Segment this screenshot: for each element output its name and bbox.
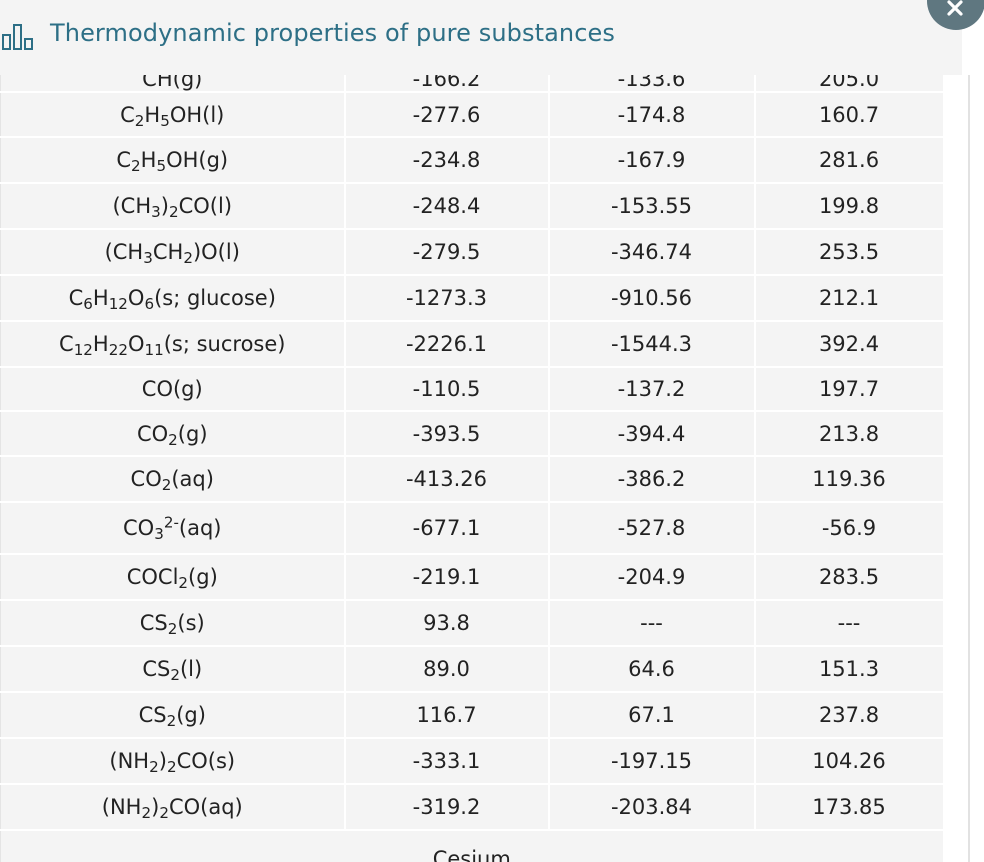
table-row: CO(g) -110.5 -137.2 197.7 (0, 367, 943, 412)
cell-s: 283.5 (753, 554, 943, 601)
cell-s: 281.6 (753, 137, 943, 184)
cell-dhf: -677.1 (343, 502, 549, 555)
table-row: CS2(s) 93.8 --- --- (0, 600, 943, 647)
cell-s: 212.1 (753, 275, 943, 322)
table-row: (NH2)2CO(aq) -319.2 -203.84 173.85 (0, 784, 943, 831)
cell-dhf: -219.1 (343, 554, 549, 601)
table-row: CS2(g) 116.7 67.1 237.8 (0, 692, 943, 739)
cell-formula: CS2(l) (0, 646, 345, 693)
table-row: CO2(g) -393.5 -394.4 213.8 (0, 411, 943, 457)
cell-dgf: -910.56 (547, 275, 755, 322)
cell-dhf: -248.4 (343, 183, 549, 230)
cell-formula: CS2(s) (0, 600, 345, 647)
table-row: (NH2)2CO(s) -333.1 -197.15 104.26 (0, 738, 943, 785)
table-row: C6H12O6(s; glucose) -1273.3 -910.56 212.1 (0, 275, 943, 322)
table-row: (CH3)2CO(l) -248.4 -153.55 199.8 (0, 183, 943, 230)
table-row: COCl2(g) -219.1 -204.9 283.5 (0, 554, 943, 601)
cell-s: 392.4 (753, 321, 943, 368)
close-icon (947, 0, 963, 16)
cell-s: 104.26 (753, 738, 943, 785)
cell-dgf: -204.9 (547, 554, 755, 601)
table-row: (CH3CH2)O(l) -279.5 -346.74 253.5 (0, 229, 943, 276)
cell-dhf: -393.5 (343, 411, 549, 457)
cell-formula: (NH2)2CO(aq) (0, 784, 345, 831)
cell-dgf: -394.4 (547, 411, 755, 457)
cell-dhf: -277.6 (343, 92, 549, 138)
cell-s: 253.5 (753, 229, 943, 276)
cell-dhf: 116.7 (343, 692, 549, 739)
cell-s: -56.9 (753, 502, 943, 555)
section-heading: Cesium (0, 830, 943, 862)
table-row: CO2(aq) -413.26 -386.2 119.36 (0, 456, 943, 503)
cell-dhf: -1273.3 (343, 275, 549, 322)
cell-formula: (CH3CH2)O(l) (0, 229, 345, 276)
thermo-table: CH(g) -166.2 -133.6 205.0 C2H5OH(l) -277.… (0, 48, 943, 862)
cell-dhf: -279.5 (343, 229, 549, 276)
cell-dgf: -386.2 (547, 456, 755, 503)
cell-dgf: -346.74 (547, 229, 755, 276)
cell-formula: CO2(aq) (0, 456, 345, 503)
table-body: CH(g) -166.2 -133.6 205.0 C2H5OH(l) -277.… (0, 48, 943, 862)
cell-dgf: --- (547, 600, 755, 647)
cell-s: 197.7 (753, 367, 943, 412)
modal-header: Thermodynamic properties of pure substan… (0, 0, 962, 75)
cell-dgf: -203.84 (547, 784, 755, 831)
cell-dhf: -319.2 (343, 784, 549, 831)
cell-formula: (NH2)2CO(s) (0, 738, 345, 785)
table-row: C2H5OH(l) -277.6 -174.8 160.7 (0, 92, 943, 138)
cell-s: 173.85 (753, 784, 943, 831)
scroll-border (968, 75, 970, 862)
cell-dhf: -2226.1 (343, 321, 549, 368)
cell-dgf: -137.2 (547, 367, 755, 412)
cell-s: 199.8 (753, 183, 943, 230)
cell-formula: COCl2(g) (0, 554, 345, 601)
cell-dgf: -174.8 (547, 92, 755, 138)
table-row: CO32-(aq) -677.1 -527.8 -56.9 (0, 502, 943, 555)
table-row: C2H5OH(g) -234.8 -167.9 281.6 (0, 137, 943, 184)
cell-dhf: -413.26 (343, 456, 549, 503)
table-row: C12H22O11(s; sucrose) -2226.1 -1544.3 392.4 (0, 321, 943, 368)
cell-dgf: -167.9 (547, 137, 755, 184)
cell-formula: CO(g) (0, 367, 345, 412)
cell-s: 237.8 (753, 692, 943, 739)
cell-dgf: 67.1 (547, 692, 755, 739)
cell-s: --- (753, 600, 943, 647)
cell-formula: (CH3)2CO(l) (0, 183, 345, 230)
cell-formula: CS2(g) (0, 692, 345, 739)
cell-dgf: -527.8 (547, 502, 755, 555)
cell-s: 151.3 (753, 646, 943, 693)
bar-chart-icon (2, 24, 34, 50)
cell-formula: C6H12O6(s; glucose) (0, 275, 345, 322)
cell-dhf: 93.8 (343, 600, 549, 647)
cell-formula: C12H22O11(s; sucrose) (0, 321, 345, 368)
cell-dhf: 89.0 (343, 646, 549, 693)
cell-formula: CO32-(aq) (0, 502, 345, 555)
cell-s: 213.8 (753, 411, 943, 457)
cell-dgf: -153.55 (547, 183, 755, 230)
modal-title: Thermodynamic properties of pure substan… (50, 19, 615, 47)
section-heading-row: Cesium (0, 830, 943, 862)
cell-formula: CO2(g) (0, 411, 345, 457)
cell-formula: C2H5OH(g) (0, 137, 345, 184)
cell-dgf: -197.15 (547, 738, 755, 785)
cell-dgf: -1544.3 (547, 321, 755, 368)
cell-formula: C2H5OH(l) (0, 92, 345, 138)
table-row: CS2(l) 89.0 64.6 151.3 (0, 646, 943, 693)
cell-dhf: -110.5 (343, 367, 549, 412)
cell-s: 119.36 (753, 456, 943, 503)
thermo-table-scroll-area[interactable]: CH(g) -166.2 -133.6 205.0 C2H5OH(l) -277.… (0, 48, 943, 862)
cell-dgf: 64.6 (547, 646, 755, 693)
cell-s: 160.7 (753, 92, 943, 138)
cell-dhf: -234.8 (343, 137, 549, 184)
cell-dhf: -333.1 (343, 738, 549, 785)
